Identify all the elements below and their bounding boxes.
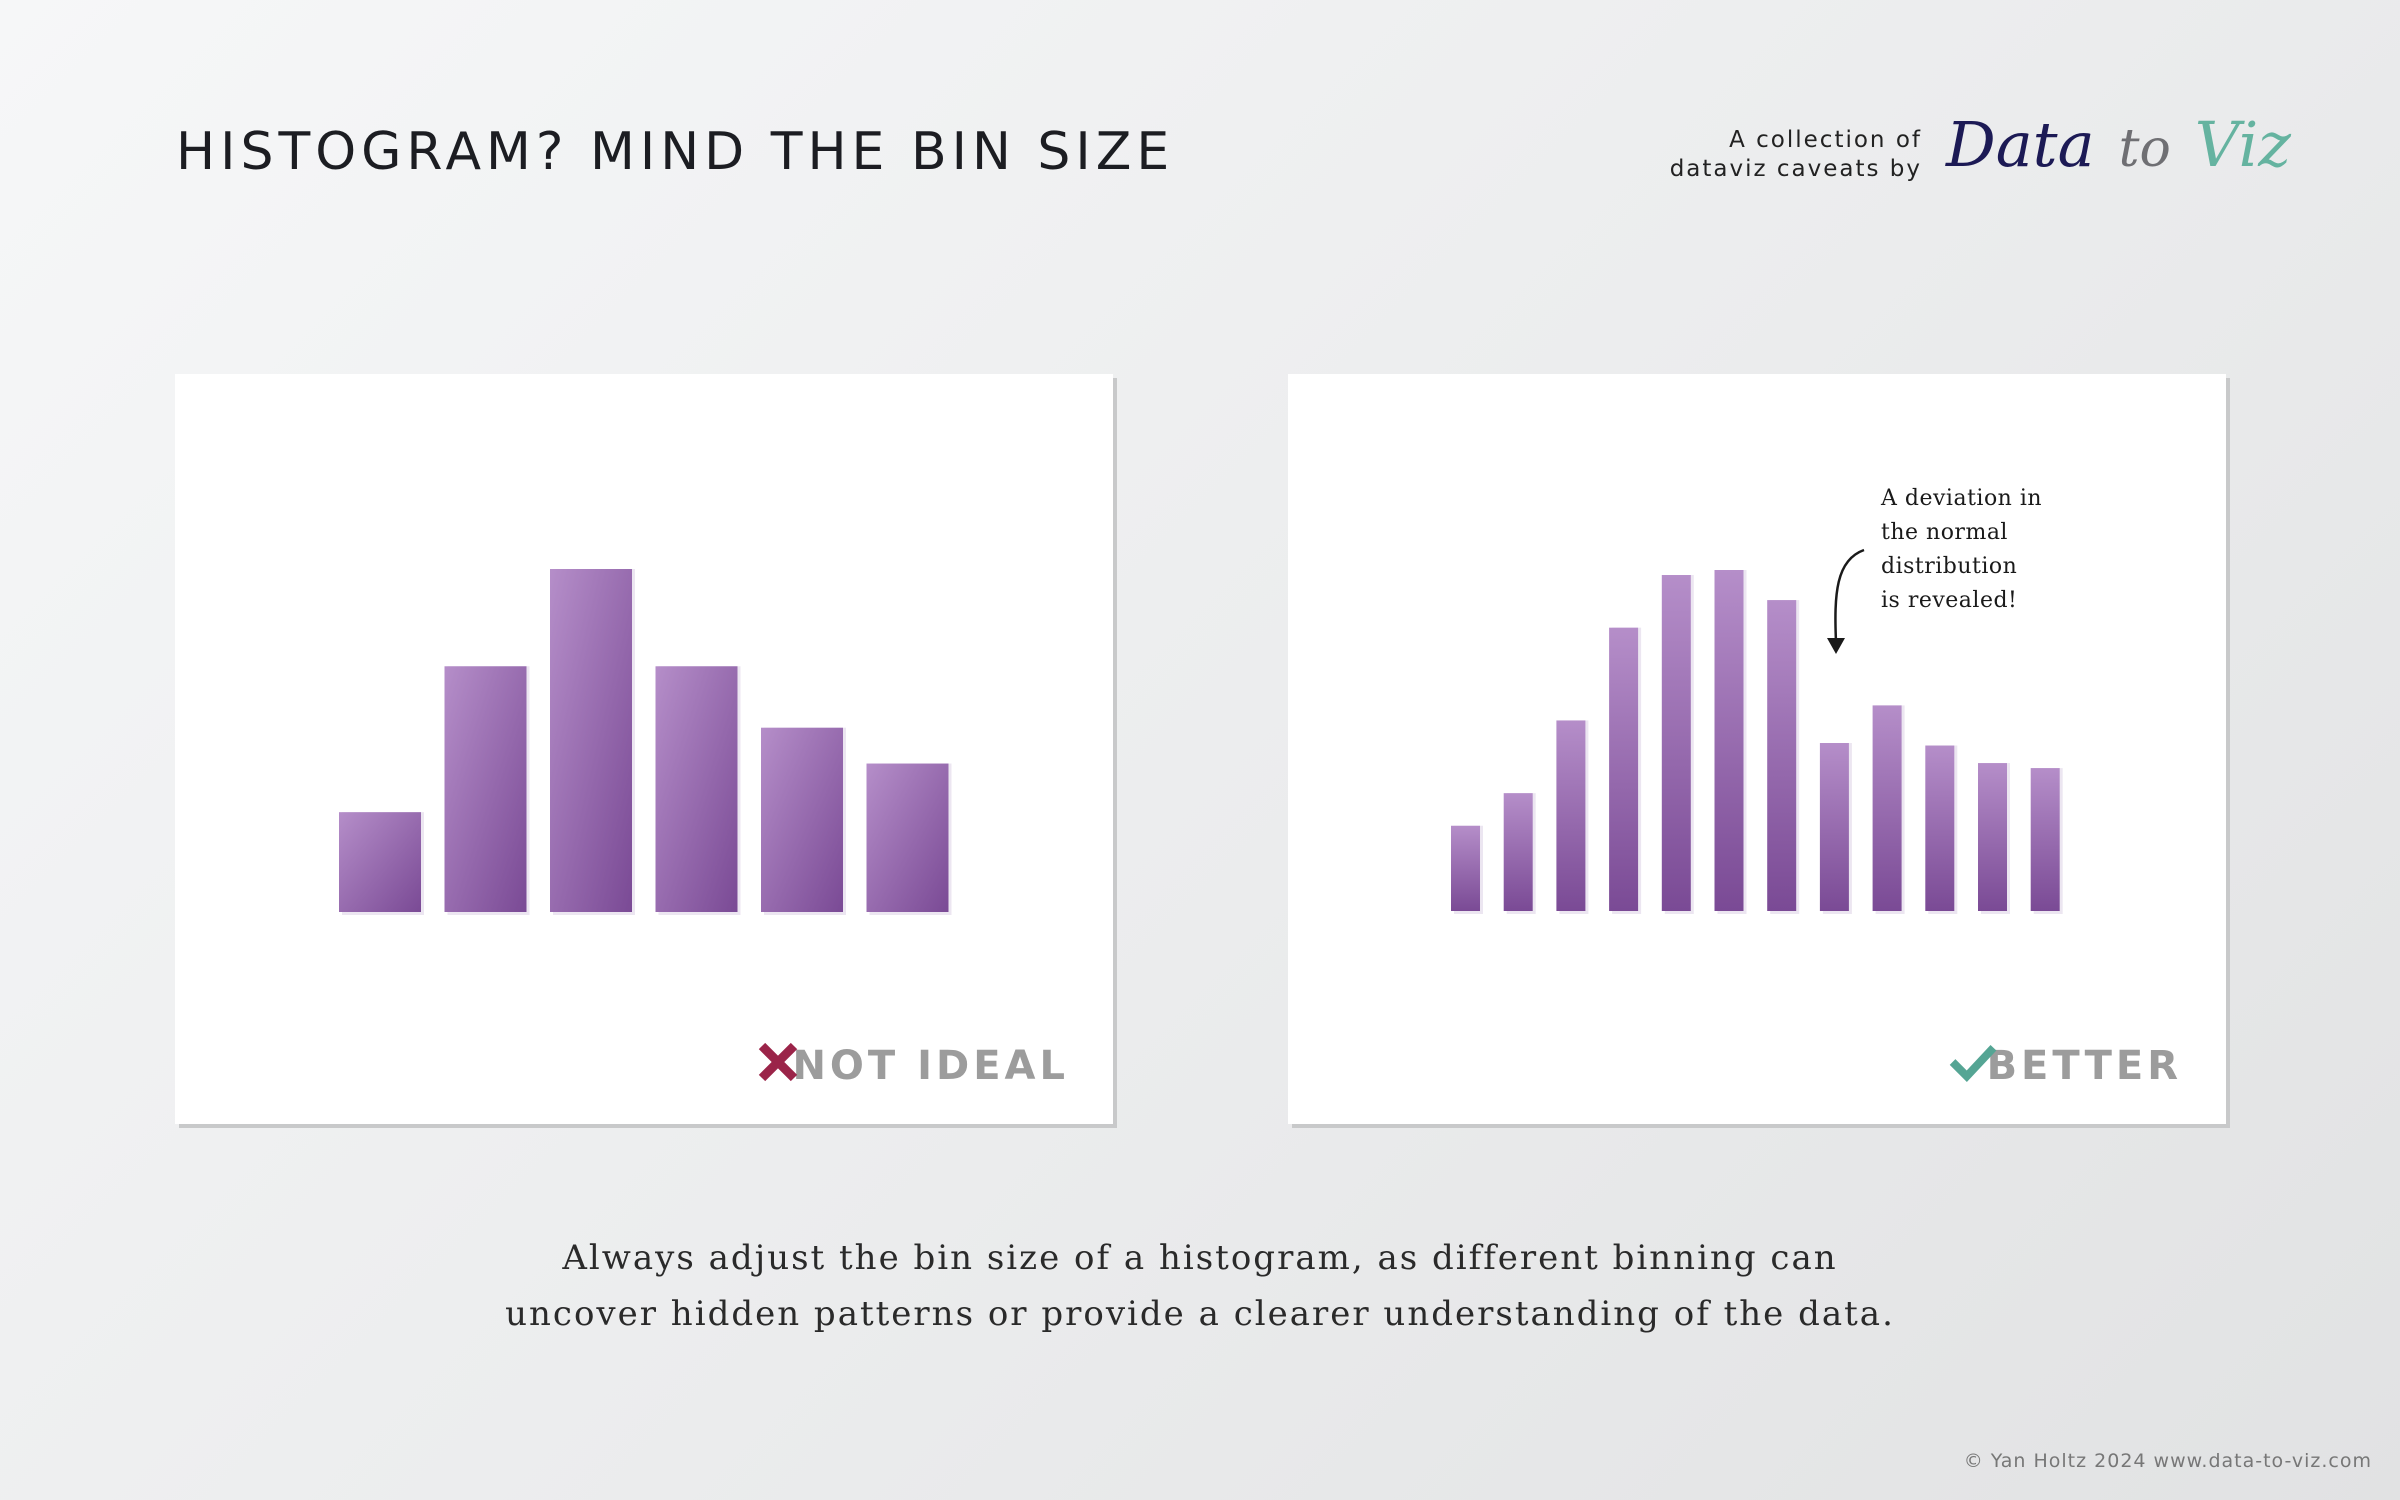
better-verdict: BETTER	[1949, 1038, 2182, 1094]
histogram-fine-bins	[1451, 548, 2063, 914]
annotation-line: is revealed!	[1881, 588, 2018, 613]
better-label: BETTER	[1986, 1043, 2182, 1089]
histogram-bar	[1925, 745, 1955, 911]
histogram-bar	[2030, 768, 2060, 911]
footer-credit: © Yan Holtz 2024 www.data-to-viz.com	[1963, 1450, 2372, 1472]
logo-word-viz: Viz	[2194, 108, 2291, 181]
histogram-bar	[655, 666, 738, 912]
annotation-line: the normal	[1881, 520, 2008, 545]
data-to-viz-logo[interactable]: Data to Viz	[1946, 110, 2291, 184]
histogram-bar	[1609, 627, 1639, 911]
cross-icon	[759, 1042, 798, 1082]
annotation-arrow	[1834, 548, 1865, 643]
histogram-bar	[761, 727, 843, 912]
histogram-coarse-bins	[339, 569, 952, 915]
logo-word-data: Data	[1946, 108, 2095, 181]
annotation-line: distribution	[1881, 554, 2018, 579]
logo-word-to: to	[2118, 119, 2171, 179]
check-icon	[1949, 1045, 1996, 1082]
histogram-bar	[1451, 825, 1480, 911]
caption-line2: uncover hidden patterns or provide a cle…	[505, 1294, 1895, 1334]
histogram-bar	[1503, 793, 1533, 911]
histogram-bar	[866, 763, 949, 912]
histogram-bar	[1556, 720, 1586, 911]
caption: Always adjust the bin size of a histogra…	[200, 1230, 2200, 1342]
histogram-bar	[550, 569, 632, 912]
histogram-bar	[1819, 743, 1849, 911]
brand-tagline-line1: A collection of	[1729, 127, 1922, 153]
caption-line1: Always adjust the bin size of a histogra…	[562, 1238, 1838, 1278]
histogram-bar	[1661, 575, 1691, 911]
histogram-bar	[1978, 763, 2007, 911]
page-title: HISTOGRAM? MIND THE BIN SIZE	[176, 122, 1175, 182]
histogram-bar	[1767, 600, 1797, 911]
not-ideal-chart-panel: NOT IDEAL	[175, 374, 1113, 1124]
histogram-bar	[1714, 570, 1744, 911]
better-chart-panel: A deviation in the normal distribution i…	[1288, 374, 2226, 1124]
histogram-bar	[444, 666, 527, 912]
brand-tagline-line2: dataviz caveats by	[1669, 156, 1922, 182]
not-ideal-label: NOT IDEAL	[792, 1043, 1069, 1089]
histogram-bar	[1872, 705, 1902, 911]
histogram-bar	[339, 812, 421, 912]
not-ideal-verdict: NOT IDEAL	[754, 1038, 1069, 1094]
brand-tagline: A collection of dataviz caveats by	[1560, 126, 1922, 184]
annotation-line: A deviation in	[1881, 486, 2043, 511]
deviation-annotation: A deviation in the normal distribution i…	[1881, 482, 2101, 618]
annotation-arrowhead	[1827, 638, 1845, 654]
